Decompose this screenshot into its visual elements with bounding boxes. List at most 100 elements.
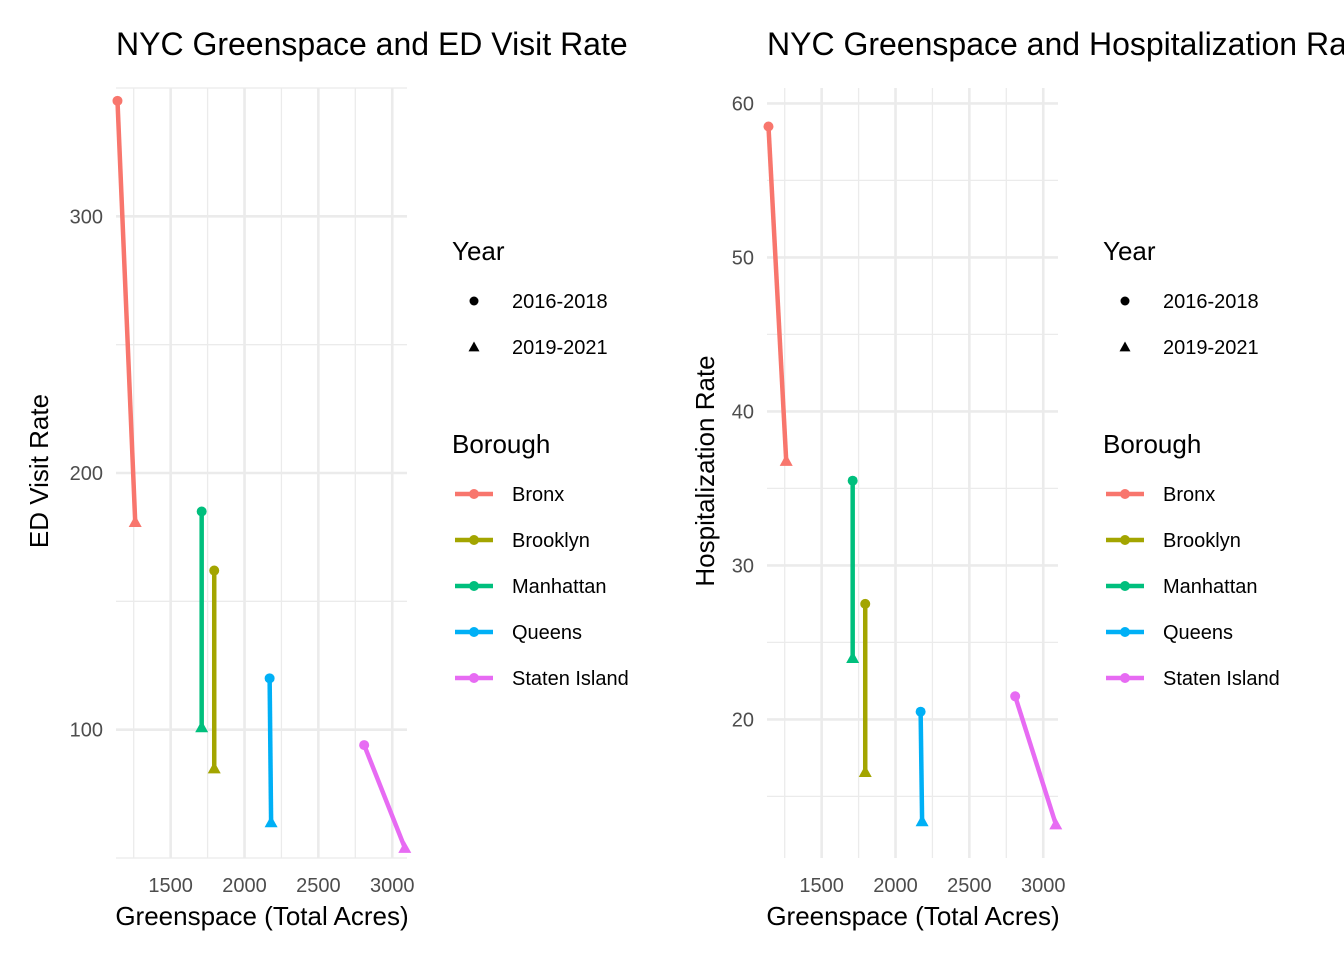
point-marker [858, 765, 872, 777]
legend-year-title: Year [452, 236, 505, 266]
series-line [267, 678, 274, 823]
point-marker [207, 761, 221, 774]
legend-borough-title: Borough [1103, 429, 1201, 459]
series-line [115, 100, 138, 522]
legend-key-dot [1120, 535, 1130, 545]
series-bronx [112, 95, 142, 527]
legend-year-title: Year [1103, 236, 1156, 266]
x-tick-label: 3000 [370, 875, 415, 897]
triangle-marker-icon [1119, 341, 1131, 352]
legend-borough-label: Bronx [512, 484, 564, 506]
series-staten-island [359, 740, 412, 853]
point-marker [264, 815, 278, 828]
legend-borough-label: Brooklyn [1163, 530, 1241, 552]
point-marker [1049, 817, 1063, 830]
x-tick-label: 2500 [947, 875, 992, 897]
point-marker [359, 740, 370, 751]
legend: Year 2016-2018 2019-2021 Borough Bronx Brookl… [1103, 236, 1280, 690]
series-brooklyn [207, 565, 221, 774]
legend-key-dot [469, 489, 479, 499]
y-tick-label: 200 [70, 463, 103, 485]
series-layer [112, 95, 412, 853]
legend-key-dot [1120, 581, 1130, 591]
y-tick-label: 60 [732, 93, 754, 115]
legend-borough-label: Queens [1163, 622, 1233, 644]
x-tick-label: 1500 [799, 875, 844, 897]
point-marker [847, 475, 858, 486]
x-tick-label: 1500 [148, 875, 193, 897]
point-marker [860, 598, 871, 609]
chart-title: NYC Greenspace and Hospitalization Rate [767, 26, 1344, 62]
series-line [1013, 695, 1058, 825]
series-brooklyn [858, 598, 872, 777]
series-layer [763, 121, 1063, 830]
legend-key-dot [1120, 489, 1130, 499]
y-tick-label: 300 [70, 206, 103, 228]
chart-title: NYC Greenspace and ED Visit Rate [116, 26, 628, 62]
x-tick-label: 2500 [296, 875, 341, 897]
y-tick-label: 20 [732, 709, 754, 731]
legend-year-label: 2016-2018 [512, 291, 608, 313]
legend-year-label: 2019-2021 [512, 337, 608, 359]
point-marker [763, 121, 774, 132]
point-marker [779, 454, 793, 466]
legend-year-label: 2019-2021 [1163, 337, 1259, 359]
gridlines [116, 87, 407, 859]
tick-labels: 1500 2000 2500 3000 20 30 40 50 60 [732, 93, 1066, 897]
legend-borough-label: Staten Island [1163, 668, 1280, 690]
point-marker [398, 841, 412, 853]
legend-borough-label: Bronx [1163, 484, 1215, 506]
point-marker [195, 720, 209, 733]
y-axis-label: Hospitalization Rate [690, 355, 720, 586]
y-tick-label: 40 [732, 401, 754, 423]
legend-key-dot [469, 673, 479, 683]
legend: Year 2016-2018 2019-2021 Borough Bronx Brookl… [452, 236, 629, 690]
series-line [918, 711, 925, 822]
hospitalization-chart: NYC Greenspace and Hospitalization Rate … [690, 26, 1344, 931]
legend-borough-label: Manhattan [512, 576, 607, 598]
legend-key-dot [469, 535, 479, 545]
ed-visit-chart: NYC Greenspace and ED Visit Rate 1500 200… [24, 26, 629, 931]
legend-year-label: 2016-2018 [1163, 291, 1259, 313]
series-manhattan [195, 506, 209, 733]
point-marker [196, 506, 207, 517]
legend-borough-label: Queens [512, 622, 582, 644]
series-staten-island [1010, 691, 1063, 830]
y-tick-label: 100 [70, 720, 103, 742]
series-manhattan [846, 475, 860, 663]
point-marker [209, 565, 220, 576]
point-marker [846, 651, 860, 663]
series-line [766, 126, 789, 461]
series-line [362, 744, 407, 849]
legend-borough-label: Brooklyn [512, 530, 590, 552]
series-queens [264, 673, 278, 828]
point-marker [264, 673, 275, 684]
y-tick-label: 30 [732, 555, 754, 577]
x-tick-label: 2000 [222, 875, 267, 897]
tick-labels: 1500 2000 2500 3000 100 200 300 [70, 206, 415, 897]
series-bronx [763, 121, 793, 466]
point-marker [1010, 691, 1021, 702]
legend-key-dot [469, 627, 479, 637]
y-axis-label: ED Visit Rate [24, 394, 54, 548]
legend-key-dot [469, 581, 479, 591]
legend-borough-title: Borough [452, 429, 550, 459]
legend-borough-label: Staten Island [512, 668, 629, 690]
x-axis-label: Greenspace (Total Acres) [766, 901, 1059, 931]
legend-key-dot [1120, 627, 1130, 637]
x-axis-label: Greenspace (Total Acres) [115, 901, 408, 931]
circle-marker-icon [1120, 296, 1130, 306]
series-queens [915, 706, 929, 827]
x-tick-label: 3000 [1021, 875, 1066, 897]
point-marker [915, 814, 929, 827]
gridlines [767, 88, 1058, 858]
point-marker [128, 515, 142, 527]
y-tick-label: 50 [732, 247, 754, 269]
legend-borough-label: Manhattan [1163, 576, 1258, 598]
point-marker [112, 95, 123, 106]
circle-marker-icon [469, 296, 479, 306]
legend-key-dot [1120, 673, 1130, 683]
point-marker [915, 706, 926, 717]
triangle-marker-icon [468, 341, 480, 352]
